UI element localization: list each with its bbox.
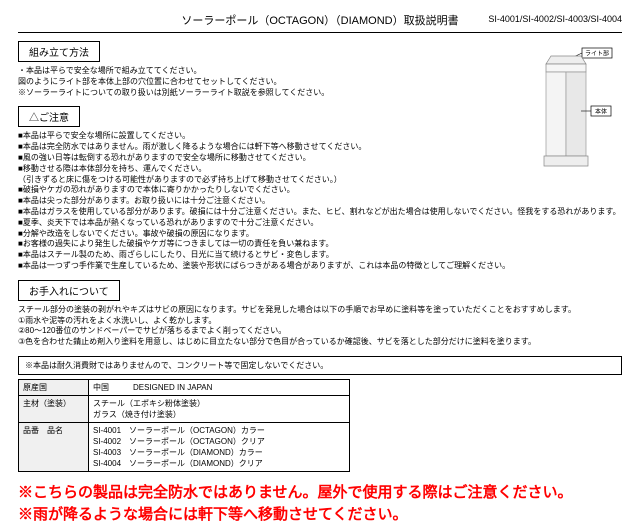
partno-label: 品番 品名 bbox=[19, 422, 89, 471]
maintenance-body: スチール部分の塗装の剥がれやキズはサビの原因になります。サビを発見した場合は以下… bbox=[18, 305, 622, 348]
material-value: スチール（エポキシ粉体塗装） ガラス（焼き付け塗装） bbox=[89, 395, 350, 422]
partno-value: SI-4001 ソーラーポール（OCTAGON）カラー SI-4002 ソーラー… bbox=[89, 422, 350, 471]
light-label-text: ライト部 bbox=[585, 50, 609, 58]
red-warning-line2: ※雨が降るような場合には軒下等へ移動させてください。 bbox=[18, 504, 622, 527]
red-warning: ※こちらの製品は完全防水ではありません。屋外で使用する際はご注意ください。 ※雨… bbox=[18, 482, 622, 527]
maintenance-heading: お手入れについて bbox=[18, 280, 120, 301]
model-codes: SI-4001/SI-4002/SI-4003/SI-4004 bbox=[488, 14, 622, 24]
product-diagram: ライト部 本体 bbox=[526, 46, 616, 176]
document-header: ソーラーポール（OCTAGON）（DIAMOND）取扱説明書 SI-4001/S… bbox=[18, 12, 622, 33]
material-label: 主材（塗装） bbox=[19, 395, 89, 422]
durability-notice: ※本品は耐久消費財ではありませんので、コンクリート等で固定しないでください。 bbox=[18, 356, 622, 375]
origin-value: 中国 DESIGNED IN JAPAN bbox=[89, 379, 350, 395]
assembly-heading: 組み立て方法 bbox=[18, 41, 100, 62]
document-title: ソーラーポール（OCTAGON）（DIAMOND）取扱説明書 bbox=[181, 15, 458, 27]
origin-label: 原産国 bbox=[19, 379, 89, 395]
spec-table: 原産国 中国 DESIGNED IN JAPAN 主材（塗装） スチール（エポキ… bbox=[18, 379, 350, 472]
assembly-body: ・本品は平らで安全な場所で組み立ててください。 図のようにライト部を本体上部の穴… bbox=[18, 66, 448, 98]
body-label-text: 本体 bbox=[595, 108, 607, 116]
red-warning-line1: ※こちらの製品は完全防水ではありません。屋外で使用する際はご注意ください。 bbox=[18, 482, 622, 505]
caution-heading: △ご注意 bbox=[18, 106, 80, 127]
